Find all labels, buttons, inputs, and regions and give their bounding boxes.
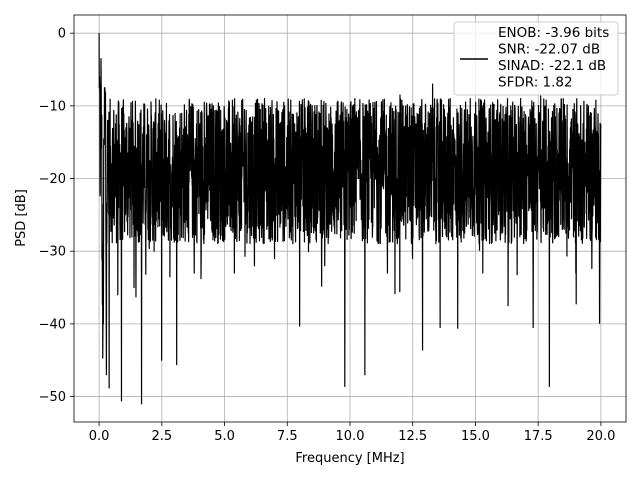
- legend-text-line: SFDR: 1.82: [498, 75, 573, 91]
- legend-box: [453, 21, 619, 96]
- series-layer: [98, 33, 602, 405]
- psd-series-line: [98, 33, 602, 405]
- legend-text-line: SINAD: -22.1 dB: [498, 58, 606, 74]
- x-axis: 0.0 2.5 5.0 7.5 10.0 12.5 15.0 17.5 20.0: [89, 422, 615, 444]
- legend-text-line: ENOB: -3.96 bits: [498, 25, 609, 41]
- x-axis-label: Frequency [MHz]: [295, 451, 404, 466]
- y-tick-label: 0: [58, 27, 66, 42]
- x-tick-label: 5.0: [214, 429, 235, 444]
- x-tick-label: 10.0: [336, 429, 365, 444]
- x-tick-label: 17.5: [524, 429, 553, 444]
- legend-text-line: SNR: -22.07 dB: [498, 42, 600, 58]
- y-axis: 0 −10 −20 −30 −40 −50: [39, 27, 74, 405]
- x-tick-label: 7.5: [277, 429, 298, 444]
- x-tick-label: 20.0: [586, 429, 615, 444]
- x-tick-label: 12.5: [398, 429, 427, 444]
- y-tick-label: −50: [39, 390, 66, 405]
- x-tick-label: 0.0: [89, 429, 110, 444]
- x-tick-label: 2.5: [151, 429, 172, 444]
- y-axis-label: PSD [dB]: [14, 189, 29, 247]
- y-tick-label: −10: [39, 99, 66, 114]
- y-tick-label: −40: [39, 317, 66, 332]
- y-tick-label: −30: [39, 245, 66, 260]
- x-tick-label: 15.0: [461, 429, 490, 444]
- y-tick-label: −20: [39, 172, 66, 187]
